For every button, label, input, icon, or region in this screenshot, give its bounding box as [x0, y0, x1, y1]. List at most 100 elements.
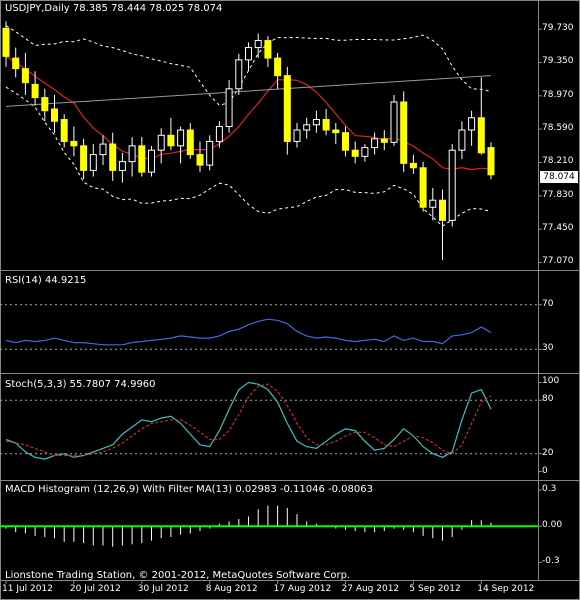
- moving-average-line: [5, 55, 492, 171]
- candle: [225, 80, 233, 133]
- rsi-line: [5, 318, 492, 346]
- candle: [21, 52, 29, 95]
- rsi-level-label-0: 70: [542, 298, 554, 309]
- bullish-candle-body: [245, 47, 252, 61]
- bullish-candle-body: [128, 145, 136, 163]
- candle: [361, 144, 369, 162]
- macd-tick-label-0: 0.3: [542, 484, 557, 494]
- last-price-marker: 78.074: [540, 171, 578, 183]
- date-label-0: 11 Jul 2012: [2, 584, 53, 594]
- rsi-chart[interactable]: [0, 304, 542, 350]
- candle: [400, 91, 408, 173]
- bullish-candle-body: [371, 138, 379, 149]
- candle: [12, 47, 20, 78]
- price-tick-label-0: 79.730: [542, 23, 574, 34]
- candle: [380, 130, 388, 151]
- stochastic-signal-line: [5, 383, 492, 457]
- rsi-title: RSI(14) 44.9215: [5, 275, 87, 286]
- candle: [245, 42, 252, 72]
- bullish-candle-body: [361, 147, 369, 157]
- candle: [322, 108, 330, 136]
- stochastic-tick-label-0: 100: [542, 376, 560, 387]
- stochastic-title: Stoch(5,3,3) 55.7807 74.9960: [5, 379, 156, 390]
- price-chart-title: USDJPY,Daily 78.385 78.444 78.025 78.074: [5, 3, 223, 14]
- date-label-4: 17 Aug 2012: [273, 584, 332, 594]
- stochastic-chart[interactable]: [0, 381, 542, 473]
- bearish-candle-body: [264, 40, 272, 59]
- bearish-candle-body: [419, 167, 427, 208]
- candle: [51, 94, 58, 133]
- bullish-candle-body: [225, 88, 233, 128]
- bollinger-lower-band: [5, 86, 492, 227]
- candle: [293, 123, 301, 148]
- bearish-candle-body: [196, 154, 204, 166]
- bullish-candle-body: [118, 161, 126, 171]
- bearish-candle-body: [167, 134, 175, 147]
- candle: [274, 52, 282, 89]
- date-label-7: 14 Sep 2012: [477, 584, 535, 594]
- candle: [303, 117, 311, 139]
- macd-title: MACD Histogram (12,26,9) With Filter MA(…: [5, 484, 373, 495]
- candle: [390, 94, 398, 146]
- bearish-candle-body: [380, 138, 388, 143]
- price-tick-label-5: 77.830: [542, 189, 574, 200]
- bearish-candle-body: [409, 162, 417, 169]
- bullish-candle-body: [303, 124, 311, 131]
- bullish-candle-body: [390, 101, 398, 143]
- bearish-candle-body: [186, 129, 194, 156]
- candle: [70, 126, 78, 157]
- candle: [138, 137, 146, 177]
- candle: [371, 132, 379, 155]
- bearish-candle-body: [41, 97, 49, 112]
- candle: [206, 135, 214, 171]
- candle: [31, 71, 39, 106]
- bearish-candle-body: [31, 83, 39, 99]
- candle: [80, 138, 88, 180]
- candle: [332, 123, 340, 145]
- bullish-candle-body: [148, 149, 155, 173]
- bullish-candle-body: [458, 129, 466, 151]
- date-label-1: 20 Jul 2012: [69, 584, 121, 594]
- bearish-candle-body: [2, 27, 10, 57]
- candle: [487, 142, 495, 180]
- bullish-candle-body: [468, 117, 476, 131]
- stochastic-tick-label-2: 20: [542, 447, 554, 458]
- bearish-candle-body: [12, 57, 20, 70]
- bearish-candle-body: [283, 75, 291, 142]
- candle: [41, 88, 49, 122]
- candle: [177, 126, 185, 164]
- candle: [409, 154, 417, 174]
- macd-tick-label-1: 0.00: [542, 520, 563, 531]
- bearish-candle-body: [60, 119, 68, 142]
- trend-line: [5, 75, 492, 107]
- candle: [448, 144, 456, 227]
- bearish-candle-body: [138, 145, 146, 173]
- bullish-candle-body: [177, 129, 185, 147]
- candle: [196, 141, 204, 173]
- candle: [215, 121, 223, 148]
- price-chart[interactable]: [2, 21, 542, 263]
- copyright-footer: Lionstone Trading Station, © 2001-2012, …: [5, 570, 351, 581]
- price-tick-label-7: 77.070: [542, 256, 574, 267]
- candle: [167, 117, 175, 151]
- candle: [118, 152, 126, 183]
- bullish-candle-body: [157, 134, 165, 151]
- candle: [235, 53, 243, 95]
- candle: [148, 145, 155, 177]
- candle: [99, 135, 107, 166]
- candle: [2, 21, 10, 67]
- candle: [60, 114, 68, 148]
- date-label-5: 27 Aug 2012: [341, 584, 400, 594]
- stochastic-main-line: [5, 381, 492, 460]
- candle: [89, 144, 97, 177]
- price-tick-label-4: 78.210: [542, 156, 574, 167]
- bearish-candle-body: [70, 140, 78, 147]
- candle: [439, 189, 446, 260]
- candle: [477, 77, 485, 155]
- bearish-candle-body: [51, 108, 58, 122]
- candle: [128, 137, 136, 177]
- macd-histogram-chart[interactable]: [0, 489, 542, 563]
- candle: [351, 141, 359, 164]
